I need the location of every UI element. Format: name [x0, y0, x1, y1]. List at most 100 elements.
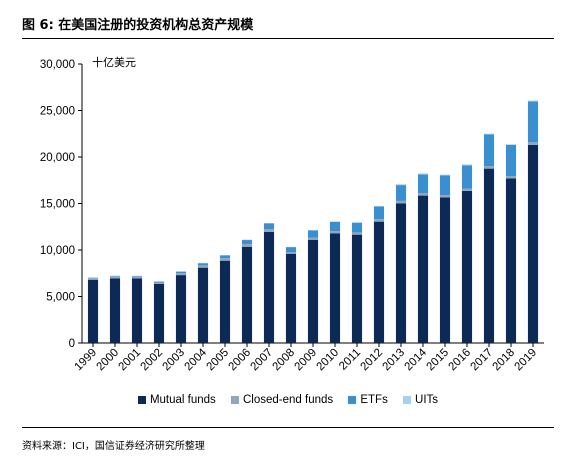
x-tick-label: 2007	[249, 347, 276, 374]
y-tick-label: 30,000	[40, 59, 75, 71]
bar-segment-closed-end-funds-2005	[219, 258, 231, 261]
bar-segment-closed-end-funds-2012	[373, 219, 385, 222]
bar-segment-etfs-2010	[329, 221, 341, 232]
bar-segment-closed-end-funds-2019	[527, 142, 539, 145]
bar-segment-mutual-funds-2014	[417, 195, 429, 343]
bar-segment-closed-end-funds-2018	[505, 176, 517, 179]
y-tick-label: 0	[69, 338, 75, 350]
bar-segment-mutual-funds-2005	[219, 260, 231, 343]
bar-segment-mutual-funds-2002	[153, 283, 165, 343]
x-tick-label: 2004	[183, 346, 210, 373]
bar-segment-etfs-2003	[175, 271, 187, 274]
bar-segment-etfs-2016	[461, 165, 473, 189]
unit-label: 十亿美元	[92, 56, 136, 69]
bar-segment-etfs-2012	[373, 206, 385, 220]
bar-segment-closed-end-funds-2002	[153, 282, 165, 284]
x-tick-label: 1999	[73, 347, 100, 374]
bar-segment-uits-1999	[87, 277, 99, 279]
bar-segment-closed-end-funds-2004	[197, 265, 209, 268]
bar-segment-uits-2014	[417, 173, 429, 175]
x-tick-label: 2003	[161, 347, 188, 374]
legend-swatch-mutual-funds	[137, 396, 146, 404]
bar-segment-etfs-2018	[505, 144, 517, 177]
bar-segment-closed-end-funds-2017	[483, 166, 495, 169]
bar-segment-mutual-funds-2018	[505, 178, 517, 343]
x-tick-label: 2016	[447, 347, 474, 374]
x-tick-label: 2002	[139, 347, 166, 374]
legend-label-uits: UITs	[415, 394, 439, 406]
x-tick-label: 2014	[403, 346, 430, 373]
bar-segment-etfs-2017	[483, 134, 495, 167]
bar-segment-closed-end-funds-2010	[329, 231, 341, 234]
source-note: 资料来源：ICI，国信证券经济研究所整理	[22, 441, 205, 452]
bar-segment-closed-end-funds-2013	[395, 200, 407, 204]
bar-segment-closed-end-funds-2009	[307, 237, 319, 240]
bar-segment-mutual-funds-2015	[439, 197, 451, 343]
bar-segment-etfs-2009	[307, 230, 319, 238]
y-tick-label: 10,000	[40, 245, 75, 257]
bar-segment-closed-end-funds-2006	[241, 243, 253, 247]
bar-segment-etfs-2007	[263, 223, 275, 230]
top-rule	[22, 38, 554, 39]
bar-segment-mutual-funds-2017	[483, 168, 495, 343]
bar-segment-closed-end-funds-2016	[461, 188, 473, 191]
bar-segment-etfs-2015	[439, 175, 451, 196]
bar-segment-uits-2000	[109, 275, 121, 277]
bar-segment-etfs-2002	[153, 281, 165, 283]
y-tick-label: 5,000	[46, 292, 75, 304]
bar-segment-uits-2012	[373, 205, 385, 207]
bar-segment-mutual-funds-2000	[109, 278, 121, 343]
y-tick-label: 20,000	[40, 152, 75, 164]
bar-segment-mutual-funds-2008	[285, 253, 297, 343]
bar-segment-etfs-2004	[197, 263, 209, 266]
y-tick-label: 15,000	[40, 199, 75, 211]
stacked-bar-chart: 0 5,000 10,000 15,000 20,000 25,000 30,000 1999…	[40, 59, 544, 374]
bar-segment-etfs-2001	[131, 276, 143, 277]
bar-segment-mutual-funds-1999	[87, 279, 99, 343]
bar-segment-closed-end-funds-2014	[417, 192, 429, 196]
x-tick-label: 2015	[425, 347, 452, 374]
figure-title: 图 6: 在美国注册的投资机构总资产规模	[22, 18, 254, 33]
x-tick-label: 2000	[95, 347, 122, 374]
bar-segment-closed-end-funds-2003	[175, 273, 187, 276]
bar-segment-closed-end-funds-2011	[351, 232, 363, 235]
x-tick-label: 2017	[469, 347, 496, 374]
bottom-rule	[22, 427, 554, 428]
legend-item-etfs: ETFs	[348, 394, 388, 406]
y-tick-label: 25,000	[40, 106, 75, 118]
bar-segment-etfs-2013	[395, 185, 407, 201]
bar-segment-uits-2013	[395, 184, 407, 186]
bar-segment-uits-2015	[439, 174, 451, 176]
x-tick-label: 2010	[315, 347, 342, 374]
bar-segment-mutual-funds-2009	[307, 239, 319, 343]
x-tick-label: 2011	[337, 347, 363, 373]
bar-segment-mutual-funds-2016	[461, 190, 473, 343]
legend-label-closed-end-funds: Closed-end funds	[243, 394, 334, 406]
bar-segment-etfs-2019	[527, 101, 539, 143]
bar-segment-mutual-funds-2019	[527, 144, 539, 343]
x-tick-label: 2009	[293, 347, 320, 374]
bar-segment-uits-2016	[461, 164, 473, 166]
bar-segment-etfs-2008	[285, 247, 297, 253]
bar-segment-mutual-funds-2004	[197, 267, 209, 343]
legend-item-closed-end-funds: Closed-end funds	[231, 394, 333, 406]
bar-segment-mutual-funds-2003	[175, 275, 187, 343]
bar-segment-closed-end-funds-2008	[285, 252, 297, 254]
chart-legend: Mutual funds Closed-end funds ETFs UITs	[0, 394, 576, 407]
bar-segment-uits-2017	[483, 133, 495, 135]
legend-label-etfs: ETFs	[360, 394, 388, 406]
bar-segment-mutual-funds-2006	[241, 246, 253, 343]
bar-segment-mutual-funds-2007	[263, 231, 275, 343]
bar-segment-mutual-funds-2011	[351, 234, 363, 343]
x-tick-label: 2005	[205, 347, 232, 374]
bar-segment-etfs-2005	[219, 255, 231, 259]
x-tick-label: 2018	[491, 347, 518, 374]
legend-swatch-etfs	[348, 396, 357, 404]
legend-swatch-uits	[403, 396, 412, 404]
bar-segment-closed-end-funds-2000	[109, 276, 121, 279]
bar-segment-closed-end-funds-2007	[263, 229, 275, 232]
bar-segment-closed-end-funds-2001	[131, 276, 143, 279]
bar-segment-uits-2019	[527, 100, 539, 102]
legend-item-uits: UITs	[403, 394, 438, 406]
x-tick-label: 2019	[513, 347, 540, 374]
